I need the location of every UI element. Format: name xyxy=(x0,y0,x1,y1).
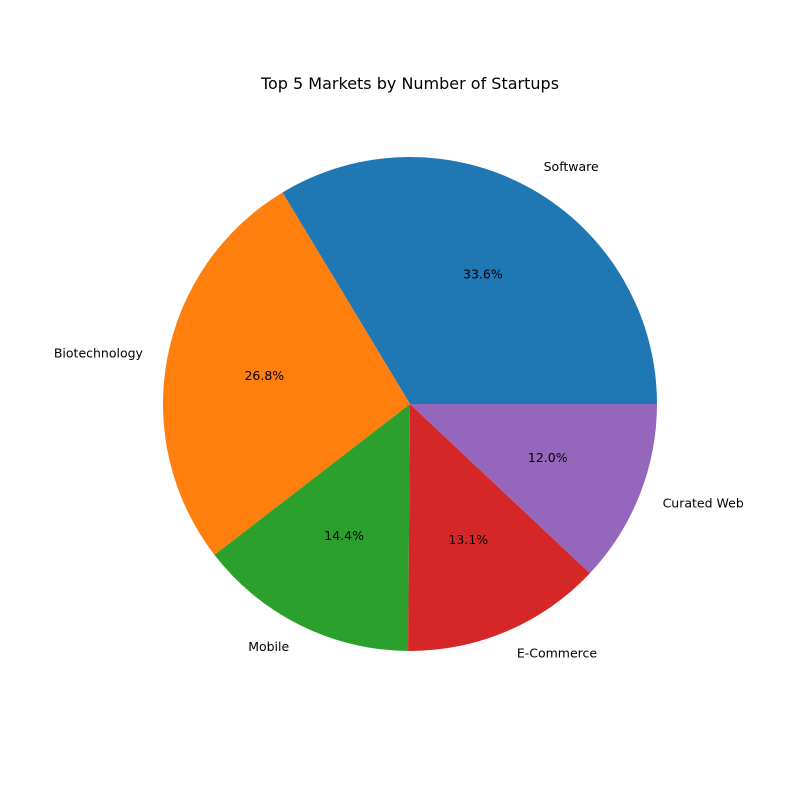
pie-category-label: E-Commerce xyxy=(517,645,598,660)
pie-slice-e-commerce xyxy=(408,404,590,651)
pie-category-label: Curated Web xyxy=(663,496,744,511)
pie-slice-mobile xyxy=(214,404,410,651)
pie-percent-label: 14.4% xyxy=(324,528,364,543)
pie-slice-curated-web xyxy=(410,404,657,574)
pie-slices xyxy=(162,157,657,651)
pie-slice-biotechnology xyxy=(162,192,410,555)
pie-labels: Software 33.6% Biotechnology 26.8% Mobile 14.… xyxy=(54,159,744,660)
pie-slice-software xyxy=(282,157,657,404)
pie-category-label: Software xyxy=(544,159,599,174)
pie-percent-label: 12.0% xyxy=(528,450,568,465)
pie-percent-label: 33.6% xyxy=(463,266,503,281)
chart-title: Top 5 Markets by Number of Startups xyxy=(260,74,559,93)
pie-percent-label: 13.1% xyxy=(448,532,488,547)
pie-category-label: Mobile xyxy=(248,639,289,654)
pie-percent-label: 26.8% xyxy=(244,368,284,383)
pie-category-label: Biotechnology xyxy=(54,345,144,360)
